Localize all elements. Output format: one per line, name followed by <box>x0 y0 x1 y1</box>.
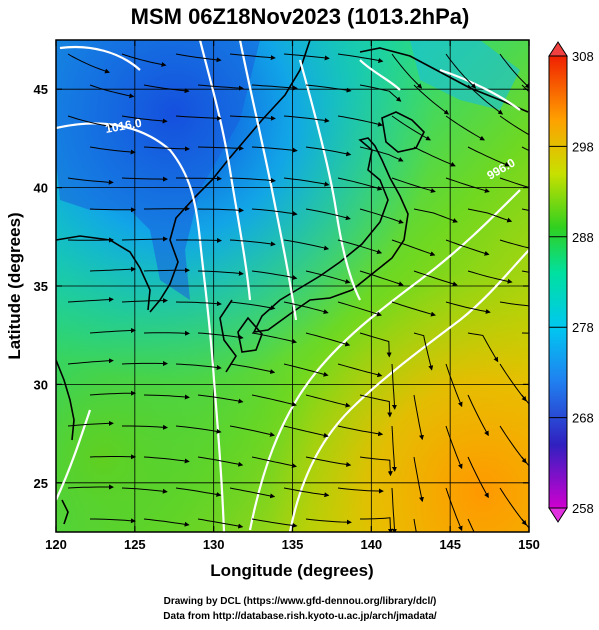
colorbar-tick-label: 298 <box>572 139 594 154</box>
x-tick-label: 130 <box>203 537 225 552</box>
y-tick-label: 35 <box>34 279 48 294</box>
x-axis-label: Longitude (degrees) <box>210 561 373 580</box>
credit-data: Data from http://database.rish.kyoto-u.a… <box>163 611 437 622</box>
colorbar-scale <box>549 56 567 508</box>
x-tick-label: 140 <box>360 537 382 552</box>
x-tick-label: 125 <box>124 537 146 552</box>
x-tick-label: 135 <box>282 537 304 552</box>
chart-title: MSM 06Z18Nov2023 (1013.2hPa) <box>131 4 470 29</box>
y-tick-label: 45 <box>34 82 48 97</box>
credit-drawing: Drawing by DCL (https://www.gfd-dennou.o… <box>164 596 437 607</box>
y-tick-label: 40 <box>34 181 48 196</box>
x-tick-label: 150 <box>518 537 540 552</box>
x-tick-label: 145 <box>439 537 461 552</box>
colorbar-tick-label: 288 <box>572 230 594 245</box>
wind-streamline <box>90 457 135 458</box>
colorbar: 258 268 278 288 298 308 <box>549 42 594 522</box>
colorbar-min-arrow <box>549 508 567 522</box>
colorbar-tick-label: 268 <box>572 411 594 426</box>
colorbar-tick-label: 258 <box>572 501 594 516</box>
colorbar-tick-label: 308 <box>572 49 594 64</box>
colorbar-tick-label: 278 <box>572 320 594 335</box>
x-tick-label: 120 <box>45 537 67 552</box>
y-tick-label: 30 <box>34 377 48 392</box>
y-tick-label: 25 <box>34 476 48 491</box>
colorbar-max-arrow <box>549 42 567 56</box>
y-axis-label: Latitude (degrees) <box>5 212 24 359</box>
